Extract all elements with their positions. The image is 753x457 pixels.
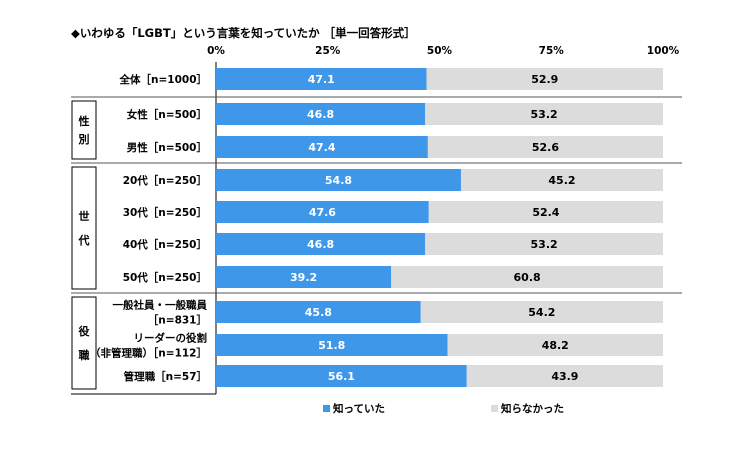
category-label: リーダーの役割 [134, 332, 208, 345]
bar-knew [216, 301, 421, 323]
data-label: 54.8 [325, 174, 352, 187]
bar-knew [216, 266, 392, 288]
group-label-char: 職 [79, 348, 90, 362]
data-label: 45.8 [305, 306, 332, 319]
group-label-char: 世 [79, 209, 90, 223]
category-label: 管理職［n=57］ [124, 370, 207, 383]
category-label: 男性［n=500］ [127, 141, 207, 154]
category-label: （非管理職）［n=112］ [90, 347, 207, 360]
data-label: 52.9 [531, 73, 558, 86]
bar-row: 20代［n=250］ 54.8 45.2 [123, 169, 663, 191]
bar-row: 40代［n=250］ 46.8 53.2 [123, 233, 663, 255]
bar-did-not-know [420, 301, 663, 323]
bar-rows: 全体［n=1000］ 47.1 52.9 女性［n=500］ 46.8 53.2 男性［n=… [90, 68, 663, 387]
data-label: 47.4 [308, 141, 335, 154]
bar-did-not-know [425, 233, 663, 255]
bar-did-not-know [425, 103, 663, 125]
data-label: 46.8 [307, 238, 334, 251]
category-label: 20代［n=250］ [123, 174, 207, 187]
chart-title: ◆いわゆる「LGBT」という言葉を知っていたか ［単一回答形式］ [71, 26, 416, 40]
bar-row: 管理職［n=57］ 56.1 43.9 [124, 365, 663, 387]
data-label: 47.1 [308, 73, 335, 86]
bar-did-not-know [460, 169, 663, 191]
group-label-box [71, 296, 97, 390]
x-tick-label: 0% [207, 45, 225, 57]
bar-row: 30代［n=250］ 47.6 52.4 [123, 201, 663, 223]
bar-did-not-know [428, 201, 663, 223]
bar-knew [216, 103, 426, 125]
x-tick-label: 25% [315, 45, 341, 57]
x-axis-ticks: 0% 25% 50% 75% 100% [207, 45, 680, 57]
data-label: 52.6 [532, 141, 559, 154]
bar-did-not-know [391, 266, 663, 288]
x-tick-label: 50% [427, 45, 453, 57]
category-label: ［n=831］ [148, 314, 207, 327]
bar-did-not-know [427, 136, 663, 158]
category-label: 40代［n=250］ [123, 238, 207, 251]
bar-knew [216, 201, 429, 223]
bar-row: 一般社員・一般職員 ［n=831］ 45.8 54.2 [113, 299, 663, 327]
legend-swatch [323, 405, 330, 412]
bar-row: 男性［n=500］ 47.4 52.6 [127, 136, 663, 158]
data-label: 53.2 [531, 238, 558, 251]
bar-knew [216, 169, 461, 191]
data-label: 45.2 [548, 174, 575, 187]
group-label-char: 性 [79, 114, 90, 128]
data-label: 54.2 [528, 306, 555, 319]
x-tick-label: 75% [539, 45, 565, 57]
data-label: 56.1 [328, 370, 355, 383]
data-label: 60.8 [514, 271, 541, 284]
group-label-char: 別 [78, 132, 90, 146]
legend: 知っていた 知らなかった [323, 402, 564, 415]
data-label: 47.6 [309, 206, 336, 219]
bar-knew [216, 365, 467, 387]
category-label: 女性［n=500］ [127, 108, 207, 121]
data-label: 51.8 [318, 339, 345, 352]
bar-row: リーダーの役割 （非管理職）［n=112］ 51.8 48.2 [90, 332, 663, 360]
bar-knew [216, 136, 428, 158]
data-label: 43.9 [551, 370, 578, 383]
group-label-char: 役 [78, 324, 90, 338]
data-label: 39.2 [290, 271, 317, 284]
group-label-char: 代 [78, 233, 90, 247]
bar-row: 女性［n=500］ 46.8 53.2 [127, 103, 663, 125]
legend-swatch [491, 405, 498, 412]
data-label: 48.2 [542, 339, 569, 352]
group-label-box [71, 166, 97, 290]
group-label-box [71, 100, 97, 160]
data-label: 53.2 [531, 108, 558, 121]
legend-label: 知らなかった [501, 402, 564, 415]
category-label: 一般社員・一般職員 [113, 299, 208, 312]
legend-item: 知らなかった [491, 402, 564, 415]
bar-knew [216, 334, 448, 356]
bar-knew [216, 68, 427, 90]
data-label: 46.8 [307, 108, 334, 121]
bar-row: 50代［n=250］ 39.2 60.8 [123, 266, 663, 288]
legend-item: 知っていた [323, 402, 385, 415]
bar-did-not-know [447, 334, 663, 356]
category-label: 50代［n=250］ [123, 271, 207, 284]
bar-did-not-know [426, 68, 663, 90]
category-label: 30代［n=250］ [123, 206, 207, 219]
category-label: 全体［n=1000］ [119, 73, 208, 86]
legend-label: 知っていた [333, 402, 385, 415]
bar-row: 全体［n=1000］ 47.1 52.9 [119, 68, 663, 90]
bar-knew [216, 233, 426, 255]
x-tick-label: 100% [647, 45, 680, 57]
bar-did-not-know [466, 365, 663, 387]
data-label: 52.4 [532, 206, 559, 219]
